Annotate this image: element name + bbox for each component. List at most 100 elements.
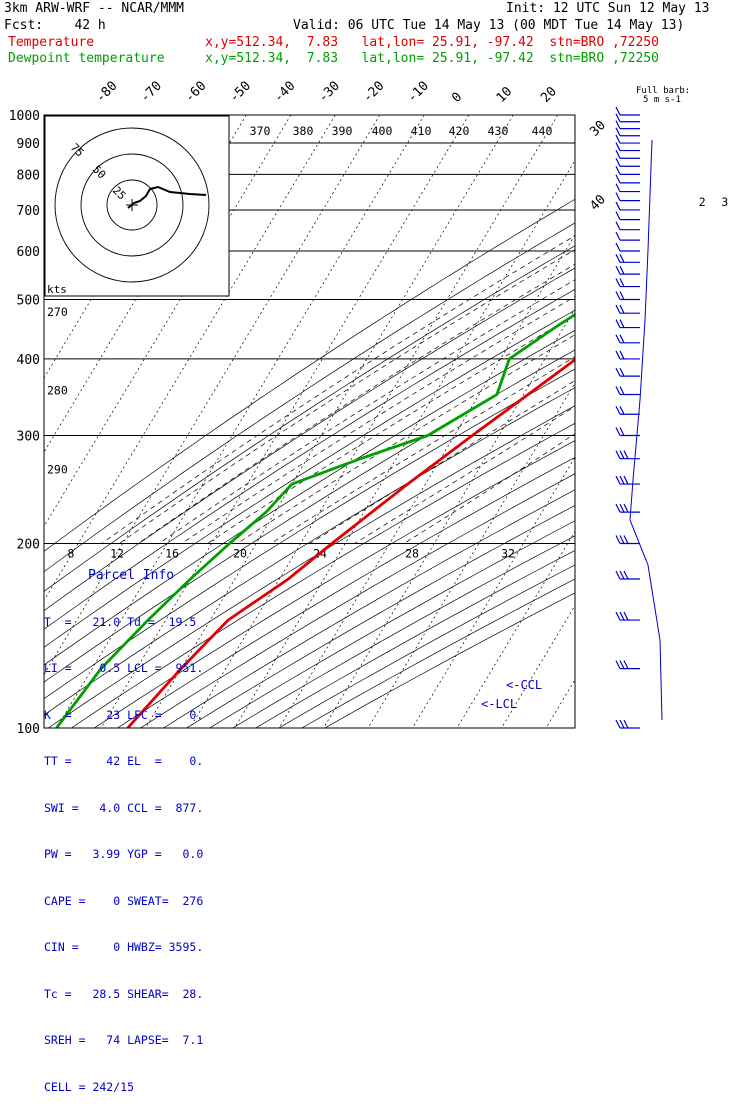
dry-adiabat (256, 115, 740, 728)
parcel-info-panel: Parcel Info T = 21.0 Td = 19.5 LI = 0.5 … (44, 537, 230, 727)
wind-barb (616, 143, 640, 151)
parcel-row: SREH = 74 LAPSE= 7.1 (44, 1033, 230, 1049)
moist-adiabat (310, 115, 740, 544)
theta-label: 420 (449, 124, 470, 138)
parcel-row: CAPE = 0 SWEAT= 276 (44, 894, 230, 910)
dry-adiabat (279, 115, 740, 728)
wind-barb (616, 266, 640, 274)
pressure-tick-label: 700 (17, 204, 40, 219)
temperature-tick-label: 0 (449, 90, 465, 106)
temperature-tick-label: 40 (587, 192, 609, 214)
parcel-row: T = 21.0 Td = 19.5 (44, 615, 230, 631)
isotherm-line (591, 115, 740, 728)
wind-barb (616, 335, 640, 343)
wind-barb (616, 368, 640, 376)
theta-e-label: 290 (47, 463, 68, 477)
wind-profile-axis (630, 140, 662, 720)
pressure-tick-label: 800 (17, 168, 40, 183)
full-barb-value: 5 m s-1 (643, 95, 681, 105)
moist-adiabat (182, 115, 740, 544)
pressure-tick-label: 100 (17, 722, 40, 737)
wind-barb (616, 158, 640, 166)
moist-adiabat (237, 115, 740, 544)
ccl-marker: <-CCL (506, 678, 542, 692)
parcel-info-title: Parcel Info (44, 568, 230, 584)
theta-label: 390 (332, 124, 353, 138)
pressure-tick-label: 300 (17, 430, 40, 445)
pressure-tick-label: 1000 (9, 109, 40, 124)
parcel-row: CELL = 242/15 (44, 1080, 230, 1096)
theta-label: 400 (372, 124, 393, 138)
temperature-tick-label: -70 (138, 79, 165, 106)
wind-barb (616, 175, 640, 183)
mixing-ratio-line (677, 115, 740, 251)
theta-label: 380 (293, 124, 314, 138)
wind-barb (616, 243, 640, 251)
wind-barb (616, 292, 640, 300)
wind-barb (616, 571, 640, 579)
wind-barb (616, 720, 640, 728)
moist-adiabat (404, 115, 740, 544)
temperature-tick-label: -20 (360, 79, 387, 106)
temperature-tick-label: 20 (538, 84, 560, 106)
mixing-ratio-line (728, 115, 740, 251)
wind-barb (616, 107, 640, 115)
wind-barb (616, 305, 640, 313)
parcel-row: K = 23 LFC = 0. (44, 708, 230, 724)
dry-adiabat (302, 115, 740, 728)
temperature-tick-label: -50 (227, 79, 254, 106)
parcel-row: SWI = 4.0 CCL = 877. (44, 801, 230, 817)
wind-barb (616, 351, 640, 359)
temperature-tick-label: 10 (494, 84, 516, 106)
wind-barb (616, 428, 640, 436)
wind-barb (616, 476, 640, 484)
mixing-ratio-label: 3 (721, 195, 728, 209)
hodograph-units: kts (47, 283, 67, 296)
wind-barb (616, 386, 640, 394)
wind-barb (616, 202, 640, 210)
parcel-row: PW = 3.99 YGP = 0.0 (44, 847, 230, 863)
hodograph-box (45, 116, 229, 296)
wind-barb (616, 612, 640, 620)
wind-barb (616, 166, 640, 174)
isotherm-line (368, 115, 736, 728)
wind-barb (616, 150, 640, 158)
theta-e-label: 280 (47, 383, 68, 397)
parcel-row: CIN = 0 HWBZ= 3595. (44, 940, 230, 956)
isotherm-line (324, 115, 692, 728)
temperature-tick-label: -80 (93, 79, 120, 106)
wind-barb (616, 184, 640, 192)
wind-barb (616, 232, 640, 240)
temperature-tick-label: -60 (182, 79, 209, 106)
theta-label: 370 (250, 124, 271, 138)
temperature-tick-label: -10 (405, 79, 432, 106)
wind-barb (616, 193, 640, 201)
wind-barb (616, 661, 640, 669)
pressure-tick-label: 600 (17, 245, 40, 260)
temperature-tick-label: 30 (587, 118, 609, 140)
wind-barb (616, 406, 640, 414)
parcel-row: Tc = 28.5 SHEAR= 28. (44, 987, 230, 1003)
lcl-marker: <-LCL (481, 697, 517, 711)
moist-adiabat (159, 115, 740, 544)
temperature-tick-label: -30 (316, 79, 343, 106)
isotherm-line (190, 115, 558, 728)
wind-barb (616, 222, 640, 230)
theta-label: 410 (411, 124, 432, 138)
parcel-row: LI = 0.5 LCL = 951. (44, 661, 230, 677)
mixing-ratio-line (699, 115, 740, 251)
mixing-ratio-label: 2 (699, 195, 706, 209)
theta-e-label: 32 (501, 546, 515, 560)
dry-adiabat (187, 115, 740, 728)
theta-e-label: 270 (47, 305, 68, 319)
pressure-tick-label: 900 (17, 137, 40, 152)
wind-barb (616, 279, 640, 287)
parcel-row: TT = 42 EL = 0. (44, 754, 230, 770)
temperature-tick-label: -40 (271, 79, 298, 106)
dry-adiabat (325, 115, 740, 728)
wind-barb (616, 451, 640, 459)
wind-barb (616, 212, 640, 220)
theta-e-label: 28 (405, 546, 419, 560)
wind-barbs (616, 107, 662, 728)
isotherm-line (413, 115, 740, 728)
